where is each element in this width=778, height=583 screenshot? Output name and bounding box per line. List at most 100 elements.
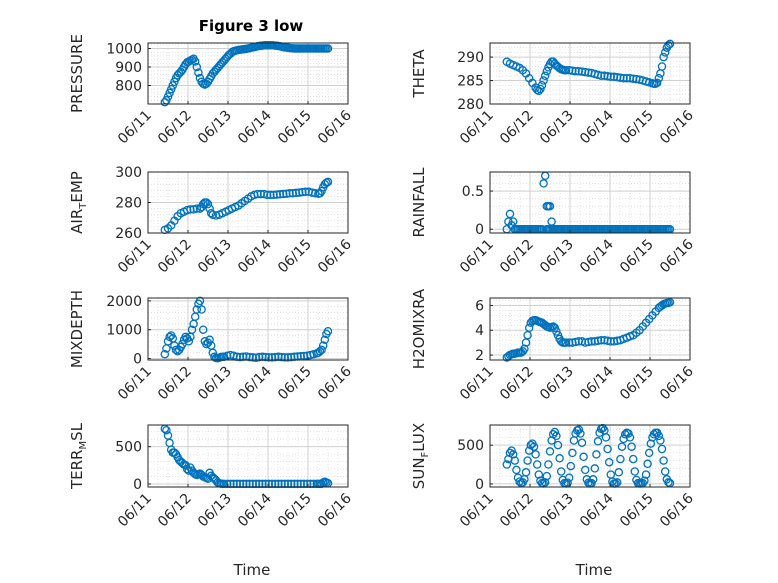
data-point	[571, 337, 580, 347]
data-point	[203, 199, 213, 209]
data-point	[317, 186, 326, 196]
data-point	[270, 352, 280, 362]
x-tick-label: 06/13	[537, 491, 577, 531]
subplot-theta: 280 285 290 06/11 06/12 06/13 06/14 06/15 06/16 T…	[410, 39, 697, 148]
data-point	[298, 187, 307, 197]
data-point	[187, 325, 197, 334]
x-tick-label: 06/15	[617, 364, 657, 404]
data-point	[194, 68, 203, 77]
data-point	[601, 433, 611, 442]
x-tick-label: 06/13	[195, 108, 235, 148]
data-point	[563, 478, 572, 487]
y-tick-label: 4	[475, 323, 484, 339]
data-point	[587, 337, 596, 346]
data-point	[580, 465, 590, 475]
y-tick-label: 280	[457, 97, 484, 113]
data-point	[529, 442, 539, 451]
data-point	[542, 66, 552, 76]
y-tick-label: 280	[115, 196, 142, 212]
x-tick-label: 06/15	[275, 491, 315, 531]
data-point	[250, 190, 259, 200]
x-tick-label: 06/15	[617, 237, 657, 277]
x-tick-label: 06/13	[195, 491, 235, 531]
data-point	[222, 351, 232, 360]
x-tick-label: 06/14	[577, 107, 617, 147]
data-point	[197, 305, 206, 314]
data-point	[614, 468, 624, 477]
x-tick-label: 06/11	[115, 237, 155, 277]
data-point	[301, 187, 310, 197]
data-point	[571, 66, 580, 76]
y-axis-label: TERRMSL	[68, 422, 89, 490]
x-tick-label: 06/16	[657, 236, 697, 276]
data-point	[660, 48, 670, 57]
data-point	[251, 353, 261, 362]
x-tick-label: 06/16	[315, 236, 355, 276]
data-point	[552, 431, 561, 441]
data-point	[317, 345, 326, 355]
subplot-pressure: 800 900 1000 06/11 06/12 06/13 06/14 06/15 06/16…	[68, 34, 355, 147]
axes-box	[489, 42, 691, 105]
y-tick-label: 500	[115, 440, 142, 456]
data-point	[278, 189, 288, 199]
data-point	[576, 429, 585, 438]
y-tick-label: 900	[115, 60, 142, 76]
y-tick-label: 300	[115, 165, 142, 181]
data-point	[580, 67, 590, 77]
data-point	[280, 353, 290, 362]
x-tick-label: 06/15	[617, 108, 657, 148]
x-tick-label: 06/16	[315, 490, 355, 530]
axes-box	[489, 424, 691, 488]
y-tick-label: 285	[457, 74, 484, 90]
data-point	[542, 471, 552, 481]
y-tick-label: 500	[457, 438, 484, 454]
data-point	[266, 190, 275, 200]
data-point	[521, 468, 531, 477]
data-point	[616, 454, 625, 464]
y-tick-label: 260	[115, 226, 142, 242]
data-point	[189, 205, 198, 214]
data-point	[641, 470, 651, 479]
data-point	[534, 470, 544, 479]
data-point	[208, 210, 218, 219]
data-point	[190, 57, 200, 66]
data-point	[502, 460, 512, 469]
data-point	[593, 336, 603, 346]
x-tick-label: 06/14	[577, 490, 617, 530]
data-point	[512, 465, 521, 475]
data-point	[616, 73, 625, 82]
data-point	[540, 71, 550, 81]
data-point	[561, 338, 571, 347]
data-point	[264, 353, 274, 362]
x-tick-label: 06/16	[315, 107, 355, 147]
data-point	[198, 325, 208, 334]
y-axis-label: MIXDEPTH	[68, 290, 86, 368]
data-point	[619, 73, 628, 83]
y-tick-label: 2000	[106, 294, 142, 310]
data-point	[627, 442, 636, 451]
y-tick-label: 6	[475, 298, 484, 314]
data-point	[160, 349, 170, 359]
data-point	[323, 326, 333, 336]
data-point	[646, 439, 656, 448]
data-point	[192, 305, 202, 314]
data-point	[277, 352, 286, 362]
data-point	[508, 450, 518, 459]
data-point	[318, 341, 328, 350]
data-point	[162, 425, 171, 435]
data-point	[566, 461, 576, 471]
data-point	[205, 335, 214, 345]
data-point	[253, 189, 262, 199]
data-point	[628, 454, 638, 464]
data-point	[537, 80, 547, 90]
data-point	[596, 71, 606, 81]
y-tick-label: 2	[475, 348, 484, 364]
data-point	[657, 62, 667, 71]
data-point	[625, 433, 635, 442]
data-point	[523, 456, 532, 465]
y-tick-label: 1000	[106, 323, 142, 339]
data-point	[285, 189, 294, 198]
x-tick-label: 06/14	[577, 236, 617, 276]
x-tick-label: 06/12	[155, 108, 195, 148]
